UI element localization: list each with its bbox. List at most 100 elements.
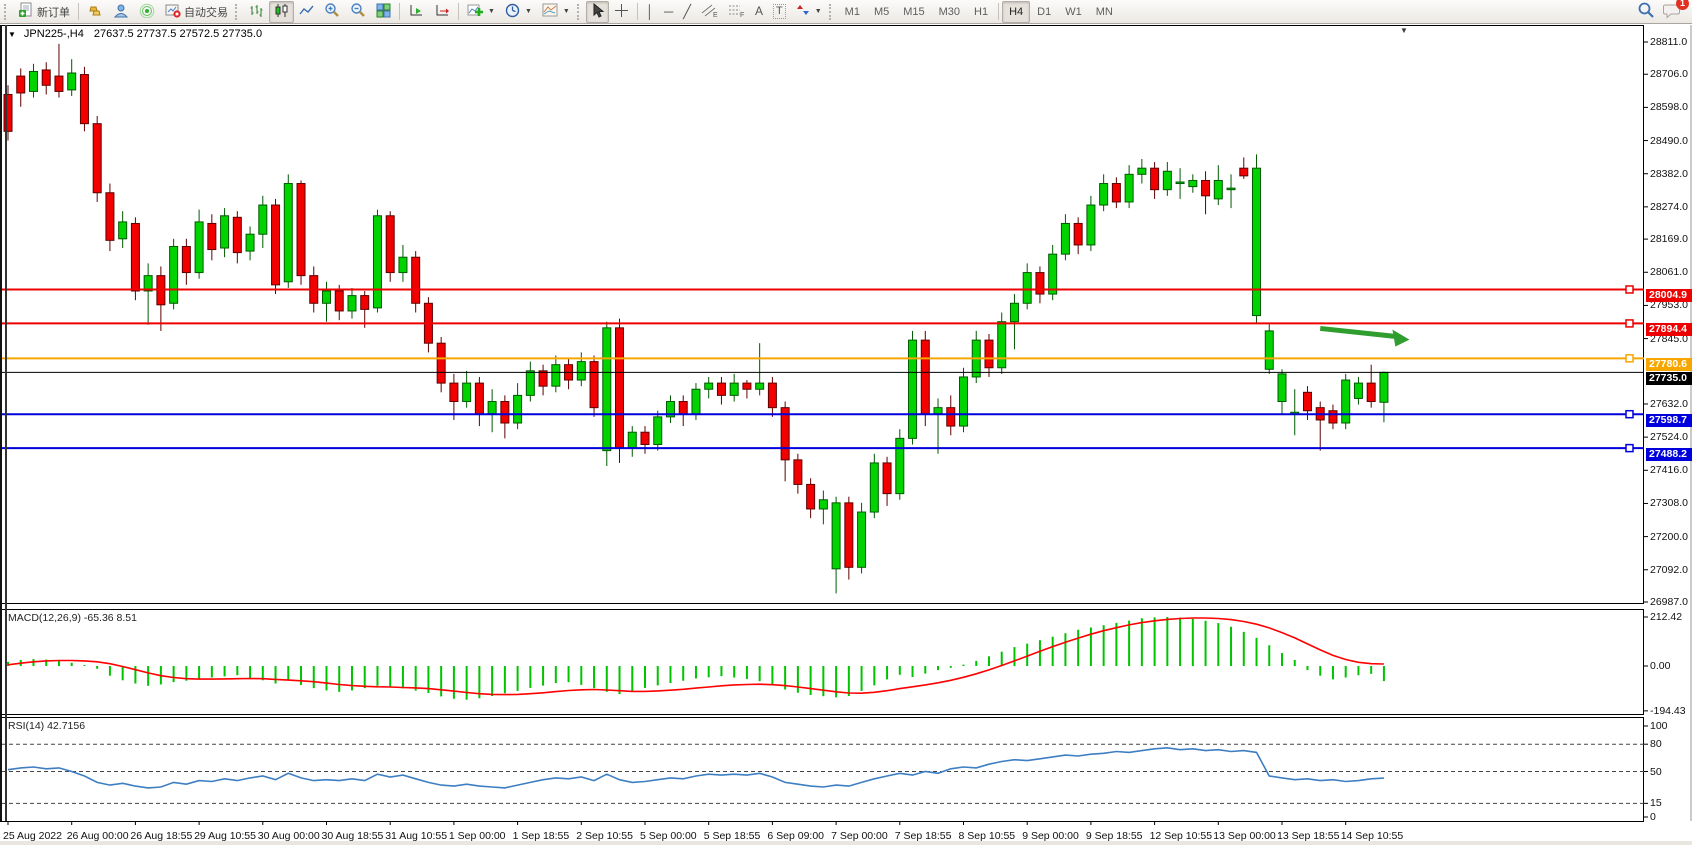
tile-windows-icon	[376, 3, 391, 21]
text-label-button[interactable]: T	[768, 1, 791, 23]
hline-marker[interactable]	[1625, 354, 1634, 363]
clock-icon	[505, 3, 520, 21]
toolbar-grip[interactable]	[576, 3, 583, 20]
toolbar-grip[interactable]	[235, 3, 241, 20]
text-label-icon: T	[773, 4, 786, 19]
new-order-label: 新订单	[37, 6, 70, 19]
date-label: 30 Aug 18:55	[321, 830, 384, 842]
timeframe-m5-button[interactable]: M5	[873, 5, 890, 18]
channel-icon: E	[701, 3, 718, 21]
periods-caret[interactable]: ▼	[524, 8, 532, 15]
search-icon[interactable]	[1637, 1, 1655, 22]
price-tick-label: 28382.0	[1650, 167, 1688, 180]
arrows-button[interactable]: ▼	[791, 1, 827, 23]
axis-ticks	[7, 41, 1648, 825]
date-label: 5 Sep 00:00	[640, 830, 697, 842]
toolbar-grip[interactable]	[4, 3, 10, 20]
hline-objects[interactable]	[2, 285, 1644, 453]
timeframe-w1-button[interactable]: W1	[1065, 5, 1082, 18]
price-tag-27735.0: 27735.0	[1646, 372, 1692, 386]
rsi-tick-label: 15	[1650, 797, 1662, 810]
chart-window: ▼ JPN225-,H4 27637.5 27737.5 27572.5 277…	[0, 25, 1692, 845]
chart-title: ▼ JPN225-,H4 27637.5 27737.5 27572.5 277…	[8, 28, 262, 40]
hline-marker[interactable]	[1625, 443, 1634, 453]
hline-marker[interactable]	[1625, 285, 1634, 294]
chart-shift-marker[interactable]: ▼	[1400, 26, 1408, 35]
separator	[399, 3, 400, 20]
signals-button[interactable]	[134, 1, 160, 23]
trendline-button[interactable]: ╱	[678, 1, 696, 23]
fibonacci-button[interactable]: F	[723, 1, 750, 23]
timeframe-m30-button[interactable]: M30	[938, 5, 961, 18]
horizontal-line-button[interactable]: ─	[659, 1, 678, 23]
zoom-out-icon	[350, 2, 366, 21]
date-label: 6 Sep 09:00	[767, 830, 825, 842]
candlestick-chart-button[interactable]	[269, 0, 294, 23]
price-tick-label: 27632.0	[1650, 397, 1688, 410]
text-tool-button[interactable]: A	[750, 1, 768, 23]
indicators-button[interactable]: ▼	[462, 1, 500, 23]
chat-button[interactable]: 1	[1663, 0, 1689, 22]
templates-caret[interactable]: ▼	[562, 8, 570, 15]
zoom-out-button[interactable]	[345, 1, 371, 23]
hline-marker[interactable]	[1625, 409, 1634, 419]
templates-button[interactable]: ▼	[537, 1, 575, 23]
date-label: 9 Sep 18:55	[1085, 830, 1143, 842]
timeframe-d1-button[interactable]: D1	[1037, 5, 1052, 18]
timeframe-mn-button[interactable]: MN	[1095, 5, 1113, 18]
date-label: 1 Sep 00:00	[448, 830, 506, 842]
vertical-line-button[interactable]: │	[641, 1, 659, 23]
timeframe-h1-button[interactable]: H1	[974, 5, 989, 18]
svg-text:F: F	[740, 12, 744, 18]
market-button[interactable]	[82, 1, 108, 23]
arrow-annotation[interactable]	[1319, 325, 1410, 347]
timeframe-h4-button[interactable]: H4	[1002, 0, 1031, 23]
price-tick-label: 28061.0	[1650, 266, 1688, 279]
chart-shift-icon	[434, 3, 450, 21]
bar-chart-button[interactable]	[244, 1, 269, 23]
autotrading-button[interactable]: 自动交易	[160, 1, 233, 23]
periods-button[interactable]: ▼	[500, 1, 537, 23]
timeframe-m1-button[interactable]: M1	[844, 5, 860, 18]
separator	[998, 3, 1000, 20]
community-button[interactable]	[108, 1, 134, 23]
cursor-button[interactable]	[585, 0, 609, 23]
collapse-triangle-icon[interactable]: ▼	[8, 29, 16, 39]
price-tick-label: 28490.0	[1650, 134, 1688, 147]
zoom-in-button[interactable]	[319, 1, 345, 23]
arrows-caret[interactable]: ▼	[814, 8, 822, 15]
rsi-tick-label: 80	[1650, 738, 1662, 751]
cursor-icon	[591, 2, 605, 21]
panel-border-2	[0, 717, 1644, 822]
tile-windows-button[interactable]	[371, 1, 396, 23]
trendline-icon: ╱	[683, 4, 691, 19]
indicators-caret[interactable]: ▼	[488, 8, 495, 15]
price-tag-27894.4: 27894.4	[1646, 323, 1692, 337]
separator	[458, 3, 459, 20]
date-label: 12 Sep 10:55	[1149, 830, 1213, 842]
equidistant-channel-button[interactable]: E	[696, 1, 723, 23]
line-chart-icon	[299, 3, 314, 21]
auto-scroll-icon	[408, 3, 424, 21]
chart-canvas[interactable]	[0, 25, 1692, 845]
line-chart-button[interactable]	[294, 1, 319, 23]
price-tick-label: 26987.0	[1650, 596, 1688, 608]
auto-scroll-button[interactable]	[403, 1, 429, 23]
toolbar-grip[interactable]	[828, 3, 835, 20]
price-tick-label: 28274.0	[1650, 200, 1688, 213]
toolbar-right-group: 1	[1637, 0, 1692, 22]
timeframe-group: M1 M5 M15 M30 H1 H4 D1 W1 MN	[838, 0, 1120, 23]
hline-marker[interactable]	[1625, 319, 1634, 328]
date-label: 2 Sep 10:55	[576, 830, 633, 842]
date-label: 26 Aug 18:55	[130, 830, 193, 842]
date-label: 7 Sep 18:55	[894, 830, 952, 842]
timeframe-m15-button[interactable]: M15	[903, 5, 925, 18]
candlestick-series	[3, 43, 1389, 594]
date-label: 31 Aug 10:55	[385, 830, 448, 842]
new-order-button[interactable]: 新订单	[13, 1, 75, 23]
chart-shift-button[interactable]	[429, 1, 455, 23]
autotrading-icon	[165, 3, 181, 21]
crosshair-button[interactable]	[609, 1, 634, 23]
price-tick-label: 28598.0	[1650, 101, 1688, 114]
